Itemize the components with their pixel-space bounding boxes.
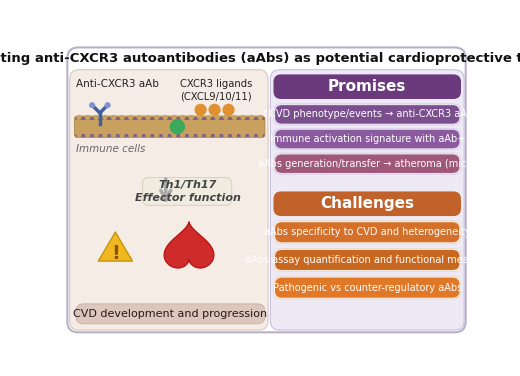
Circle shape	[241, 115, 245, 120]
FancyBboxPatch shape	[74, 116, 265, 138]
Circle shape	[103, 133, 107, 137]
FancyBboxPatch shape	[274, 276, 461, 299]
Circle shape	[206, 133, 211, 137]
Circle shape	[250, 115, 254, 120]
FancyBboxPatch shape	[142, 177, 231, 205]
Text: Th1/Th17
Effector function: Th1/Th17 Effector function	[135, 180, 240, 203]
Text: aAbs specificity to CVD and heterogeneity: aAbs specificity to CVD and heterogeneit…	[264, 227, 471, 237]
Circle shape	[215, 133, 219, 137]
Circle shape	[223, 105, 234, 115]
Text: aAbs generation/transfer → atheroma (mice): aAbs generation/transfer → atheroma (mic…	[258, 159, 476, 169]
Circle shape	[198, 115, 202, 120]
Circle shape	[163, 133, 167, 137]
Circle shape	[180, 133, 185, 137]
Circle shape	[94, 115, 98, 120]
Polygon shape	[164, 222, 214, 268]
Circle shape	[137, 133, 141, 137]
FancyBboxPatch shape	[67, 47, 466, 332]
FancyBboxPatch shape	[76, 304, 265, 324]
FancyBboxPatch shape	[274, 128, 461, 150]
FancyBboxPatch shape	[275, 130, 460, 148]
Circle shape	[112, 133, 115, 137]
Text: aAbs assay quantification and functional measure: aAbs assay quantification and functional…	[245, 255, 490, 265]
Text: Immune activation signature with aAb+: Immune activation signature with aAb+	[270, 134, 465, 144]
Circle shape	[195, 105, 206, 115]
FancyBboxPatch shape	[274, 74, 461, 99]
Circle shape	[198, 133, 202, 137]
Circle shape	[129, 115, 133, 120]
Circle shape	[215, 115, 219, 120]
FancyBboxPatch shape	[274, 249, 461, 271]
Circle shape	[120, 115, 124, 120]
Circle shape	[129, 133, 133, 137]
Circle shape	[224, 115, 228, 120]
Circle shape	[232, 133, 236, 137]
FancyBboxPatch shape	[275, 222, 460, 242]
FancyBboxPatch shape	[274, 191, 461, 216]
Circle shape	[103, 115, 107, 120]
Circle shape	[180, 115, 185, 120]
Circle shape	[146, 133, 150, 137]
FancyBboxPatch shape	[275, 277, 460, 298]
FancyBboxPatch shape	[275, 155, 460, 173]
Text: CXCR3 ligands
(CXCL9/10/11): CXCR3 ligands (CXCL9/10/11)	[180, 79, 252, 102]
Circle shape	[241, 133, 245, 137]
Circle shape	[77, 115, 81, 120]
Text: Promises: Promises	[328, 79, 407, 94]
FancyBboxPatch shape	[270, 70, 464, 330]
Text: Immune cells: Immune cells	[76, 144, 145, 154]
Text: Anti-CXCR3 aAb: Anti-CXCR3 aAb	[76, 79, 159, 89]
Text: Targeting anti-CXCR3 autoantibodies (aAbs) as potential cardioprotective therapy: Targeting anti-CXCR3 autoantibodies (aAb…	[0, 53, 520, 65]
Text: Pathogenic vs counter-regulatory aAbs: Pathogenic vs counter-regulatory aAbs	[272, 283, 462, 293]
Polygon shape	[98, 232, 133, 261]
Circle shape	[189, 133, 193, 137]
Text: CVD development and progression: CVD development and progression	[73, 309, 267, 319]
Circle shape	[86, 115, 89, 120]
Circle shape	[163, 115, 167, 120]
Text: ↑CVD phenotype/events → anti-CXCR3 aAb: ↑CVD phenotype/events → anti-CXCR3 aAb	[261, 109, 473, 120]
Circle shape	[77, 133, 81, 137]
Circle shape	[94, 133, 98, 137]
Circle shape	[105, 103, 110, 108]
Circle shape	[258, 133, 262, 137]
FancyBboxPatch shape	[275, 250, 460, 270]
Circle shape	[86, 133, 89, 137]
Circle shape	[224, 133, 228, 137]
Circle shape	[206, 115, 211, 120]
Circle shape	[146, 115, 150, 120]
Circle shape	[155, 115, 159, 120]
Circle shape	[171, 120, 185, 134]
Circle shape	[250, 133, 254, 137]
Text: !: !	[111, 244, 120, 262]
Circle shape	[189, 115, 193, 120]
Circle shape	[172, 133, 176, 137]
Circle shape	[112, 115, 115, 120]
Circle shape	[209, 105, 220, 115]
Circle shape	[232, 115, 236, 120]
Circle shape	[90, 103, 95, 108]
Circle shape	[120, 133, 124, 137]
FancyBboxPatch shape	[70, 70, 268, 330]
Circle shape	[172, 115, 176, 120]
FancyBboxPatch shape	[275, 105, 460, 124]
FancyBboxPatch shape	[274, 153, 461, 174]
Circle shape	[155, 133, 159, 137]
FancyBboxPatch shape	[274, 221, 461, 244]
Circle shape	[137, 115, 141, 120]
Text: Challenges: Challenges	[320, 196, 414, 211]
Circle shape	[258, 115, 262, 120]
FancyBboxPatch shape	[274, 104, 461, 125]
